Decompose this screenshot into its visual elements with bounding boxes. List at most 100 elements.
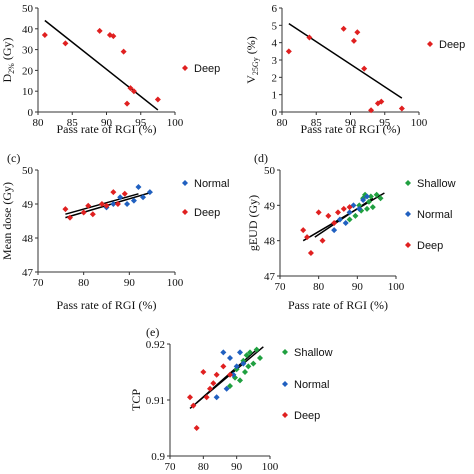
data-point-deep bbox=[103, 202, 110, 209]
data-point-deep bbox=[361, 65, 368, 72]
data-point-deep bbox=[85, 202, 92, 209]
y-tick-label: 47 bbox=[22, 267, 34, 279]
legend-marker bbox=[282, 349, 288, 355]
data-point-deep bbox=[66, 214, 73, 221]
y-axis-label: TCP bbox=[129, 389, 143, 411]
x-tick-label: 90 bbox=[124, 277, 136, 289]
trend-line bbox=[196, 349, 258, 404]
data-point-deep bbox=[120, 48, 127, 55]
legend-marker bbox=[405, 242, 411, 248]
legend-marker bbox=[282, 381, 288, 387]
legend-label-deep: Deep bbox=[194, 63, 220, 75]
legend-label-normal: Normal bbox=[417, 209, 452, 221]
data-point-deep bbox=[207, 385, 213, 392]
y-tick-label: 0.92 bbox=[146, 339, 165, 351]
data-point-deep bbox=[340, 205, 347, 212]
data-point-normal bbox=[130, 197, 137, 204]
y-axis-label-subscript: 25Gy bbox=[251, 57, 260, 75]
data-point-deep bbox=[114, 201, 121, 207]
data-point-deep bbox=[62, 206, 69, 213]
chart-panel-a: 80 85 90 95 100 0 10 20 30 40 50 Deep Pass rate of R… bbox=[0, 3, 220, 136]
y-tick-label: 2 bbox=[272, 72, 278, 84]
y-axis-label: D2% (Gy) bbox=[0, 37, 16, 82]
data-point-deep bbox=[110, 189, 117, 196]
x-tick-label: 90 bbox=[345, 117, 357, 129]
legend-label-deep: Deep bbox=[294, 410, 320, 422]
y-tick-label: 20 bbox=[22, 65, 34, 77]
data-point-normal bbox=[213, 394, 220, 401]
y-axis-label-main: Mean dose (Gy) bbox=[0, 182, 14, 260]
data-point-normal bbox=[135, 184, 142, 190]
y-tick-label: 0.9 bbox=[151, 451, 165, 463]
data-point-deep bbox=[398, 105, 405, 112]
y-tick-label: 5 bbox=[272, 20, 278, 32]
data-point-deep bbox=[325, 212, 332, 219]
x-axis-label: Pass rate of RGI (%) bbox=[57, 298, 157, 312]
data-point-deep bbox=[127, 85, 134, 92]
x-tick-label: 80 bbox=[78, 277, 90, 289]
trend-line bbox=[44, 19, 159, 111]
data-point-shallow bbox=[237, 377, 243, 384]
data-point-deep bbox=[80, 209, 87, 216]
x-tick-label: 100 bbox=[388, 281, 405, 293]
y-axis-label: V25Gy (%) bbox=[244, 36, 260, 83]
legend-label-deep: Deep bbox=[194, 207, 220, 219]
data-point-shallow bbox=[253, 346, 260, 353]
data-point-normal bbox=[342, 220, 349, 226]
data-point-deep bbox=[213, 371, 220, 378]
data-point-shallow bbox=[365, 198, 372, 205]
x-tick-label: 80 bbox=[198, 461, 210, 473]
legend-label-deep: Deep bbox=[439, 39, 465, 51]
y-tick-label: 50 bbox=[22, 165, 34, 177]
x-tick-label: 95 bbox=[379, 117, 391, 129]
data-point-deep bbox=[96, 27, 103, 34]
data-point-deep bbox=[319, 237, 326, 244]
y-tick-label: 49 bbox=[22, 199, 34, 211]
legend-label-deep: Deep bbox=[417, 240, 443, 252]
data-point-normal bbox=[124, 201, 131, 207]
y-tick-label: 4 bbox=[272, 38, 278, 50]
data-point-deep bbox=[340, 25, 347, 32]
legend-marker bbox=[282, 412, 288, 418]
data-point-deep bbox=[300, 227, 307, 234]
data-point-normal bbox=[360, 197, 367, 204]
data-point-shallow bbox=[243, 352, 250, 359]
y-tick-label: 1 bbox=[272, 90, 278, 102]
y-axis-label-main: gEUD (Gy) bbox=[246, 195, 260, 251]
data-point-shallow bbox=[250, 360, 257, 367]
y-tick-label: 0 bbox=[272, 107, 278, 119]
y-axis-label: gEUD (Gy) bbox=[246, 195, 260, 251]
data-point-normal bbox=[336, 216, 343, 223]
x-tick-label: 95 bbox=[135, 117, 147, 129]
data-point-shallow bbox=[257, 355, 263, 361]
chart-panel-b: 80 85 90 95 100 0 1 2 3 4 5 6 Deep Pass rate of RGI (… bbox=[244, 3, 465, 136]
data-point-shallow bbox=[242, 369, 248, 375]
x-tick-label: 70 bbox=[275, 281, 287, 293]
data-point-deep bbox=[304, 234, 311, 241]
x-tick-label: 90 bbox=[231, 461, 243, 473]
x-tick-label: 70 bbox=[33, 277, 45, 289]
data-point-deep bbox=[200, 369, 207, 375]
data-point-normal bbox=[230, 371, 237, 378]
data-point-deep bbox=[315, 209, 322, 216]
data-point-deep bbox=[154, 96, 161, 103]
data-point-shallow bbox=[356, 202, 363, 209]
y-axis-label-main: TCP bbox=[129, 389, 143, 411]
x-axis-label: Pass rate of RGI (%) bbox=[57, 122, 157, 136]
data-point-deep bbox=[121, 190, 128, 197]
data-point-normal bbox=[117, 194, 124, 201]
x-tick-label: 100 bbox=[411, 117, 428, 129]
legend-label-normal: Normal bbox=[194, 178, 229, 190]
data-point-shallow bbox=[373, 191, 380, 198]
y-tick-label: 0.91 bbox=[146, 395, 165, 407]
y-tick-label: 30 bbox=[22, 45, 34, 57]
data-point-deep bbox=[89, 211, 96, 218]
data-point-shallow bbox=[245, 363, 252, 370]
y-tick-label: 50 bbox=[264, 165, 276, 177]
data-point-normal bbox=[240, 360, 247, 367]
data-point-deep bbox=[190, 402, 197, 409]
x-axis-label: Pass rate of RGI (%) bbox=[301, 122, 401, 136]
trend-line bbox=[314, 197, 374, 238]
data-point-normal bbox=[356, 205, 363, 212]
